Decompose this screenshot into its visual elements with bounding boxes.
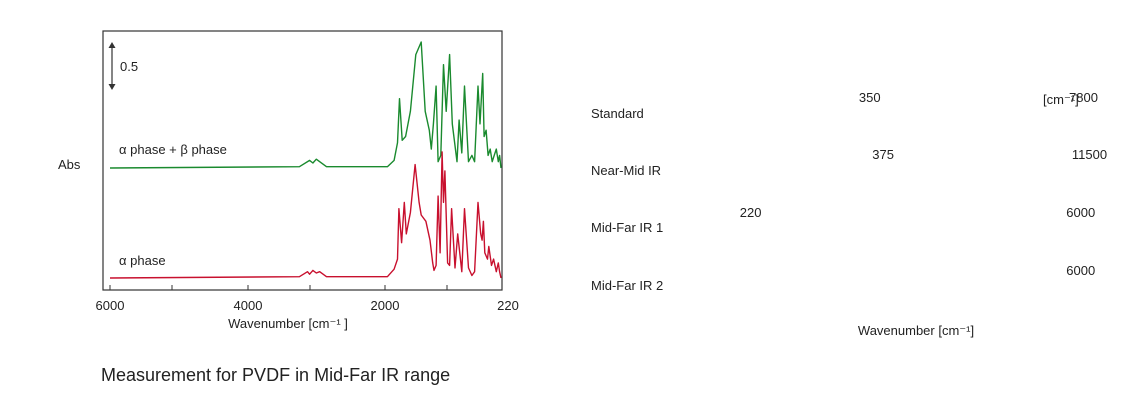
x-axis-label: Wavenumber [cm⁻¹ ] xyxy=(228,316,348,331)
range-x-axis-label: Wavenumber [cm⁻¹] xyxy=(858,323,974,338)
range-start-label: 6000 xyxy=(1066,205,1095,220)
range-rows: Standard 7800 350 Near-Mid IR 11500 375 Mid-Fa… xyxy=(591,90,1107,293)
range-end-label: 375 xyxy=(872,147,894,162)
x-tick-label: 2000 xyxy=(371,298,400,313)
series-lines xyxy=(109,41,502,279)
x-tick-label: 4000 xyxy=(234,298,263,313)
range-category-label: Standard xyxy=(591,106,644,121)
range-row: Near-Mid IR 11500 375 xyxy=(591,147,1107,178)
range-unit-label: [cm⁻¹] xyxy=(1043,92,1079,107)
range-end-label: 220 xyxy=(740,205,762,220)
spectrum-chart: 0.5 Abs α phase + β phase α phase 6000 40… xyxy=(58,30,519,331)
range-chart: Standard 7800 350 Near-Mid IR 11500 375 Mid-Fa… xyxy=(591,90,1107,338)
range-start-label: 6000 xyxy=(1066,263,1095,278)
scale-bar-label: 0.5 xyxy=(120,59,138,74)
range-start-label: 7800 xyxy=(1069,90,1098,105)
range-category-label: Mid-Far IR 1 xyxy=(591,220,663,235)
series-line-alpha xyxy=(109,151,502,279)
range-row: Mid-Far IR 1 6000 220 xyxy=(591,205,1095,235)
y-axis-label: Abs xyxy=(58,157,81,172)
plot-frame xyxy=(102,30,503,291)
range-start-label: 11500 xyxy=(1072,147,1107,162)
range-row: Mid-Far IR 2600050 xyxy=(591,263,1095,293)
figure-caption: Measurement for PVDF in Mid-Far IR range xyxy=(101,365,451,385)
range-end-label: 350 xyxy=(859,90,881,105)
series-label-alpha-beta: α phase + β phase xyxy=(119,142,227,157)
x-axis-ticks: 6000 4000 2000 220 xyxy=(96,285,519,313)
scale-bar: 0.5 xyxy=(108,42,138,90)
x-tick-label: 6000 xyxy=(96,298,125,313)
scale-bar-arrow-down xyxy=(108,84,116,90)
scale-bar-arrow-up xyxy=(108,42,116,48)
x-tick-label: 220 xyxy=(497,298,519,313)
range-category-label: Near-Mid IR xyxy=(591,163,661,178)
series-label-alpha: α phase xyxy=(119,253,166,268)
series-line-alpha-beta xyxy=(109,41,502,169)
range-category-label: Mid-Far IR 2 xyxy=(591,278,663,293)
range-row: Standard 7800 350 xyxy=(591,90,1098,121)
